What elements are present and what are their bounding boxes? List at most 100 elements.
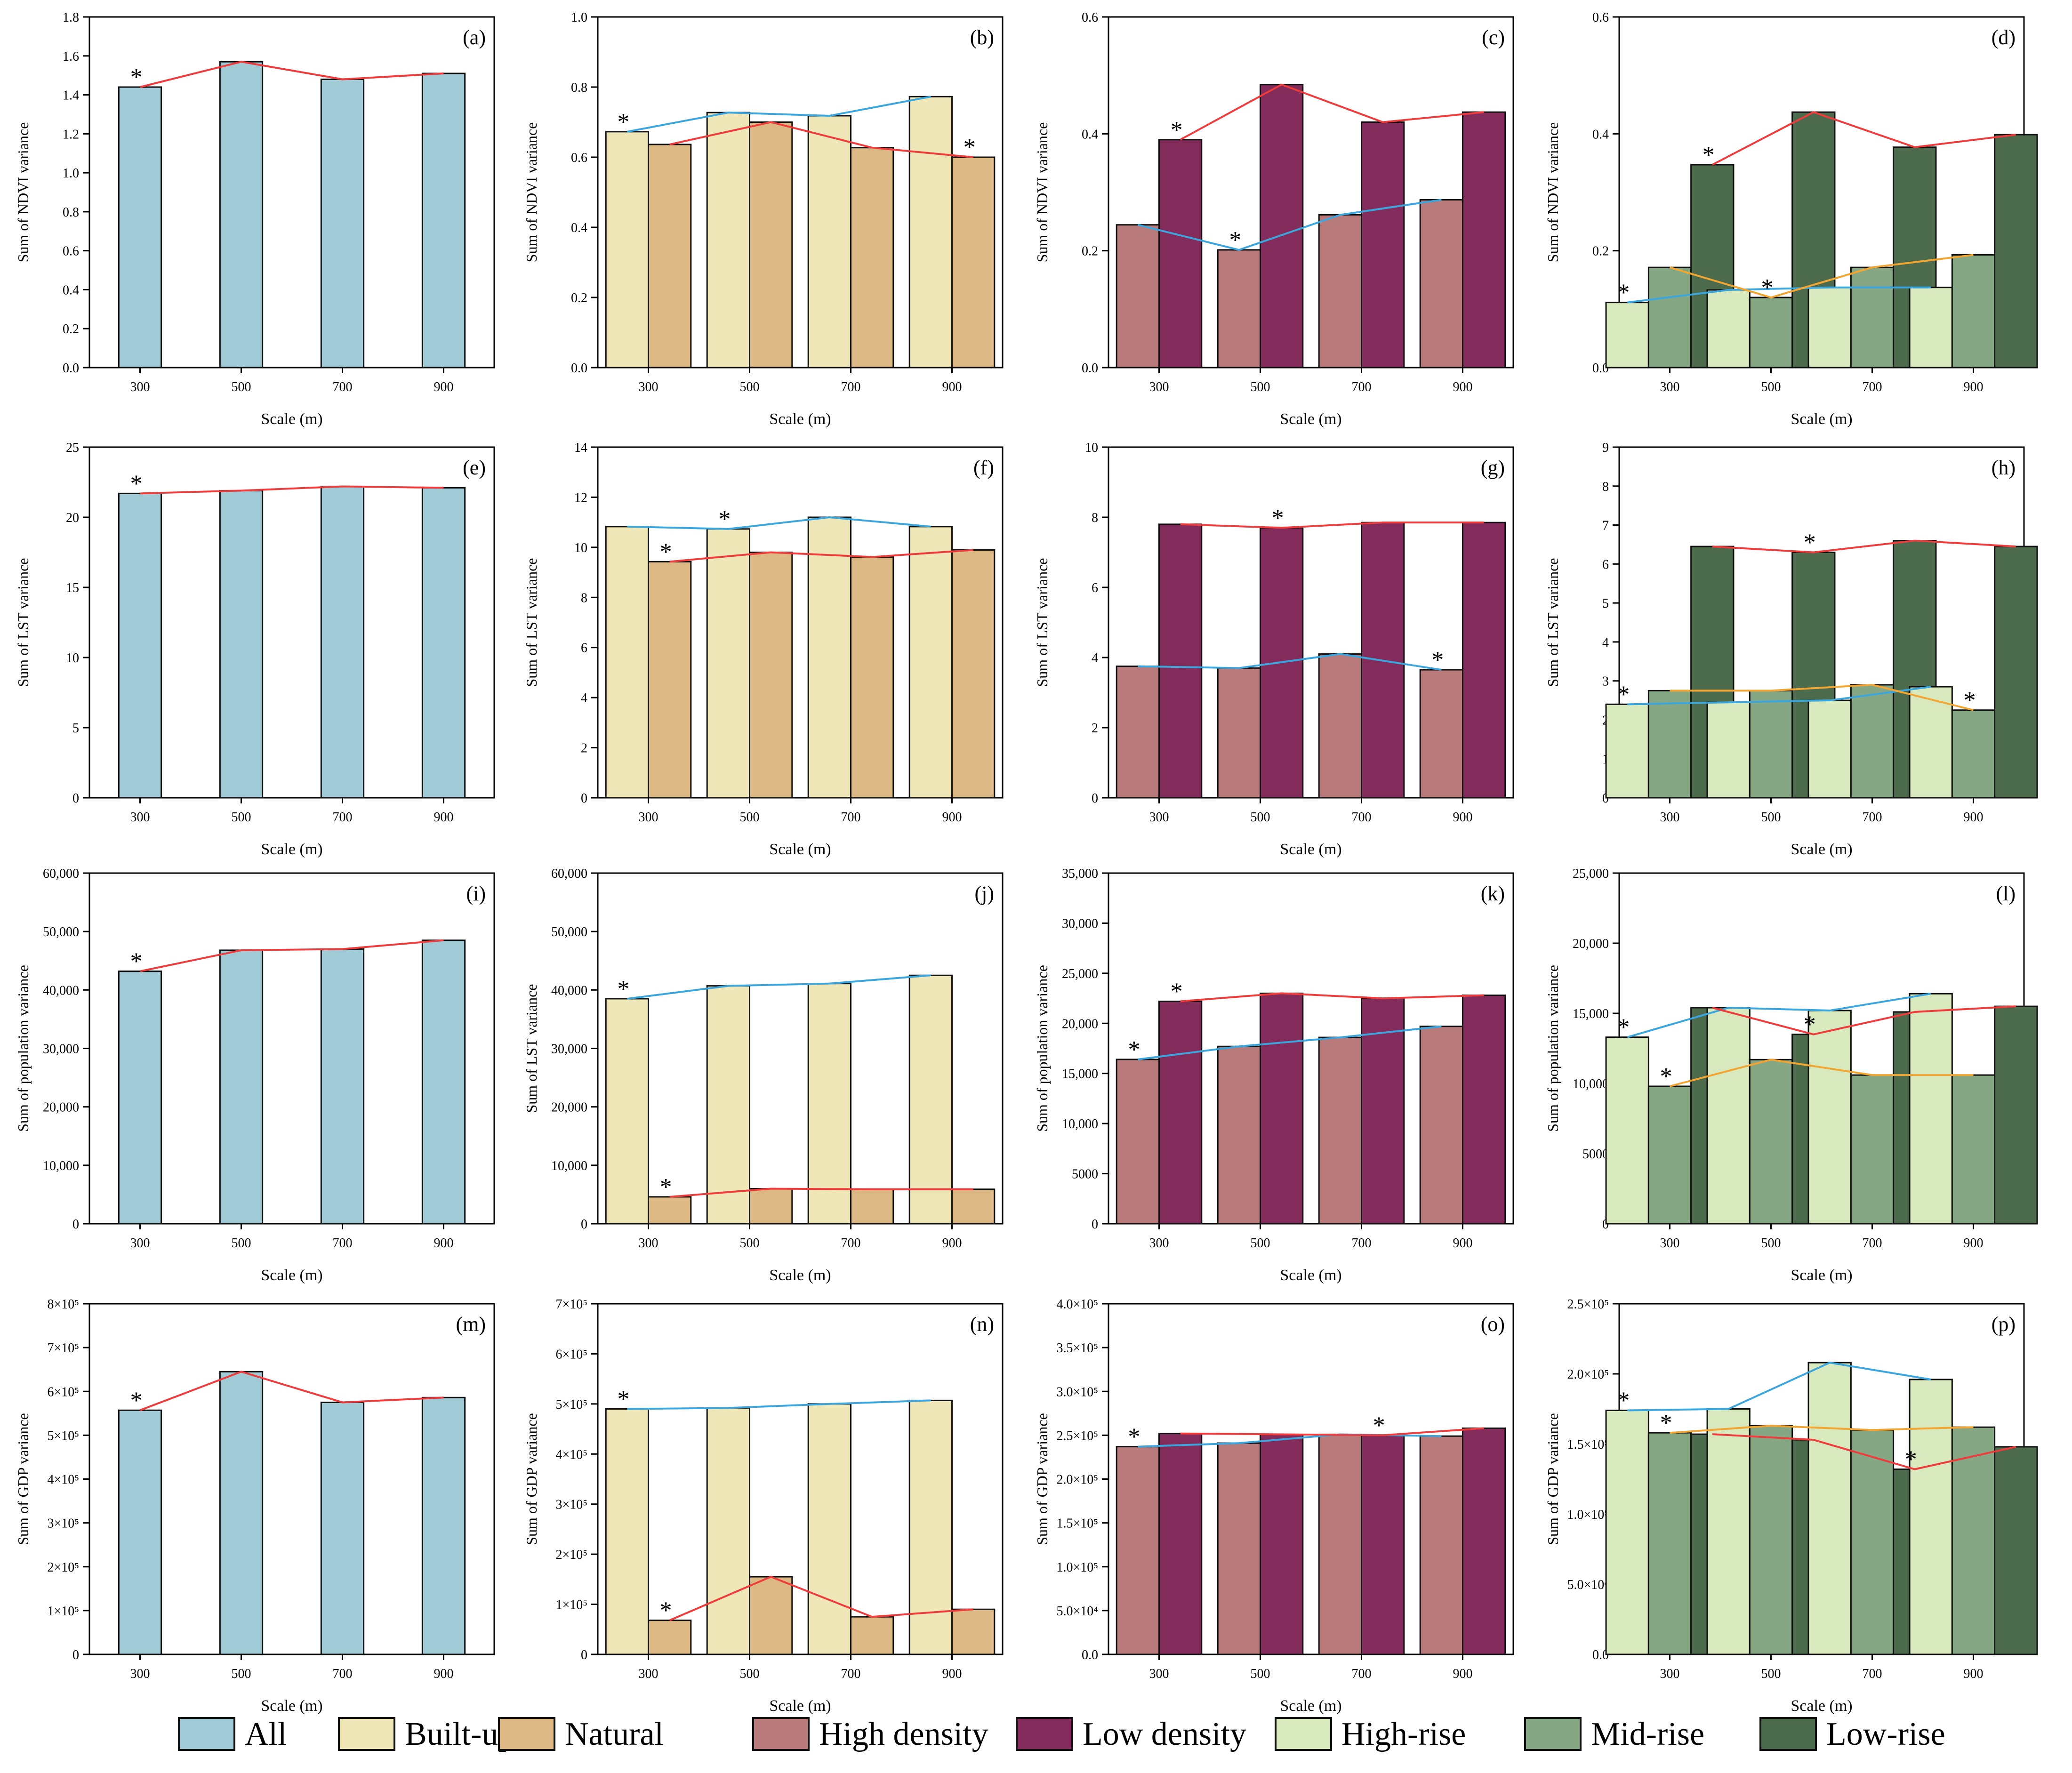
panel-c-bar-high-density-700 [1318, 214, 1362, 369]
panel-b-bar-built-up-700 [807, 115, 851, 369]
panel-g-bar-high-density-900 [1419, 669, 1463, 799]
panel-l-bar-mid-rise-500 [1749, 1059, 1793, 1225]
panel-l-ytick-label: 5000 [1582, 1147, 1609, 1162]
panel-p-star-mid-rise: * [1660, 1410, 1672, 1436]
panel-k-ytick-label: 0 [1092, 1217, 1098, 1232]
panel-p-star-high-rise: * [1617, 1387, 1630, 1414]
panel-e-ytick-label: 0 [72, 791, 79, 806]
panel-k-ytick-label: 25,000 [1062, 967, 1098, 981]
panel-p-xtick-label-300: 300 [1660, 1667, 1680, 1681]
panel-k-ytick-label: 30,000 [1062, 916, 1098, 931]
panel-p-ytick-label: 1.5×10⁵ [1567, 1437, 1609, 1452]
panel-g-xtick-label-500: 500 [1251, 810, 1270, 825]
panel-h-bar-high-rise-300 [1605, 703, 1649, 799]
panel-k-xtick-label-700: 700 [1352, 1236, 1372, 1251]
panel-f-xtick-label-700: 700 [841, 810, 861, 825]
panel-d-star-high-rise: * [1617, 280, 1630, 306]
panel-f-bar-natural-300 [648, 561, 692, 799]
panel-l-ylabel: Sum of population variance [1544, 965, 1561, 1132]
panel-p-ytick-label: 1.0×10⁵ [1567, 1508, 1609, 1522]
panel-e-plot-frame [88, 446, 495, 799]
panel-f-star-natural: * [660, 538, 672, 565]
panel-f-ytick-label: 14 [574, 441, 587, 455]
panel-j-bar-built-up-700 [807, 983, 851, 1225]
panel-a-xtick-label-900: 900 [434, 380, 454, 394]
panel-g-bar-high-density-500 [1217, 667, 1261, 799]
panel-k-ytick-label: 10,000 [1062, 1117, 1098, 1131]
panel-m-xtick-label-300: 300 [130, 1667, 150, 1681]
legend: All Built-up Natural High density Low densit… [178, 1716, 1945, 1752]
panel-n-bar-natural-900 [951, 1608, 996, 1655]
panel-h-ylabel: Sum of LST variance [1544, 558, 1561, 687]
panel-n-bar-built-up-500 [706, 1407, 750, 1655]
panel-l-line-high-rise [1627, 993, 1931, 1038]
panel-n-ytick-label: 5×10⁵ [555, 1397, 587, 1412]
panel-l-line-low-rise [1712, 1005, 2016, 1035]
panel-k: 0 5000 10,000 15,000 20,000 25,000 30,000 35,00… [1034, 866, 1514, 1284]
panel-a-bar-all-700 [320, 78, 365, 369]
panel-p-xtick-label-500: 500 [1761, 1667, 1781, 1681]
panel-c-line-low-density [1180, 83, 1484, 141]
panel-j-ylabel: Sum of LST variance [523, 984, 540, 1113]
panel-f-bar-natural-700 [850, 556, 894, 799]
panel-e-xtick-label-900: 900 [434, 810, 454, 825]
panel-n-panel-label: (n) [970, 1313, 994, 1336]
panel-g-xlabel: Scale (m) [1280, 841, 1341, 858]
panel-p: 0.05.0×10⁴1.0×10⁵1.5×10⁵2.0×10⁵2.5×10⁵30… [1544, 1297, 2038, 1715]
panel-d-line-low-rise [1711, 111, 2016, 166]
panel-o-ytick-label: 3.0×10⁵ [1056, 1385, 1098, 1399]
panel-k-line-low-density [1180, 992, 1484, 1003]
panel-g-xtick-label-700: 700 [1352, 810, 1372, 825]
panel-h-bar-mid-rise-300 [1647, 690, 1692, 799]
panel-o-ylabel: Sum of GDP variance [1034, 1413, 1051, 1545]
legend-item-high-rise: High-rise [1275, 1716, 1466, 1752]
panel-f-ytick-label: 6 [581, 641, 587, 656]
panel-b-ytick-label: 0.8 [571, 80, 587, 95]
panel-d-bar-mid-rise-500 [1749, 297, 1793, 369]
panel-l-star-mid-rise: * [1660, 1063, 1672, 1090]
panel-m-xtick-label-900: 900 [434, 1667, 454, 1681]
panel-k-bar-low-density-700 [1361, 997, 1405, 1225]
panel-h-panel-label: (h) [1992, 456, 2016, 479]
panel-b-ytick-label: 0.0 [571, 361, 587, 376]
panel-k-bar-high-density-900 [1419, 1026, 1463, 1225]
panel-k-xtick-label-500: 500 [1251, 1236, 1270, 1251]
panel-b-xtick-label-900: 900 [942, 380, 962, 394]
panel-o-bar-low-density-500 [1260, 1434, 1304, 1655]
panel-i-bar-all-300 [118, 971, 162, 1225]
panel-g-bar-low-density-300 [1158, 523, 1203, 799]
panel-g-line-high-density [1138, 653, 1442, 671]
panel-a-ytick-label: 0.0 [63, 361, 79, 376]
panel-f-bar-built-up-500 [706, 528, 750, 799]
panel-k-bar-high-density-500 [1217, 1045, 1261, 1225]
panel-p-xtick-label-900: 900 [1964, 1667, 1984, 1681]
panel-p-panel-label: (p) [1992, 1313, 2016, 1336]
panel-e-xtick-label-300: 300 [130, 810, 150, 825]
panel-e-xlabel: Scale (m) [261, 841, 322, 858]
panel-c-ytick-label: 0.6 [1082, 10, 1098, 25]
panel-a-ytick-label: 0.2 [63, 322, 79, 337]
legend-swatch-low-rise [1759, 1717, 1817, 1751]
panel-o-ytick-label: 3.5×10⁵ [1056, 1341, 1098, 1356]
panel-b-ytick-label: 0.2 [571, 291, 587, 305]
panel-n-bar-built-up-900 [908, 1399, 953, 1655]
panel-h-line-mid-rise [1670, 683, 1974, 711]
panel-f-bar-built-up-700 [807, 516, 851, 799]
panel-h-bar-low-rise-900 [1994, 546, 2038, 799]
panel-o-xtick-label-500: 500 [1251, 1667, 1270, 1681]
panel-d-panel-label: (d) [1992, 26, 2016, 49]
panel-d-line-mid-rise [1669, 254, 1974, 299]
panel-b-line-built-up [626, 96, 931, 133]
panel-n-xlabel: Scale (m) [769, 1697, 831, 1715]
panel-f-line-natural [669, 549, 973, 563]
panel-a-ytick-label: 0.8 [63, 205, 79, 220]
panel-l-bar-mid-rise-300 [1647, 1085, 1692, 1225]
panel-o-ytick-label: 0.0 [1082, 1648, 1098, 1662]
panel-d-bar-mid-rise-700 [1850, 266, 1895, 369]
panel-c-bar-high-density-500 [1217, 249, 1261, 369]
panel-l-bar-high-rise-700 [1807, 1010, 1852, 1225]
panel-b-star-natural: * [964, 134, 976, 161]
panel-d-bar-high-rise-300 [1605, 302, 1649, 369]
panel-o: 0.0 5.0×10⁴ 1.0×10⁵ 1.5×10⁵ 2.0×10⁵ 2.5×10⁵ 3.… [1034, 1297, 1514, 1715]
panel-p-bar-mid-rise-900 [1951, 1426, 1996, 1655]
